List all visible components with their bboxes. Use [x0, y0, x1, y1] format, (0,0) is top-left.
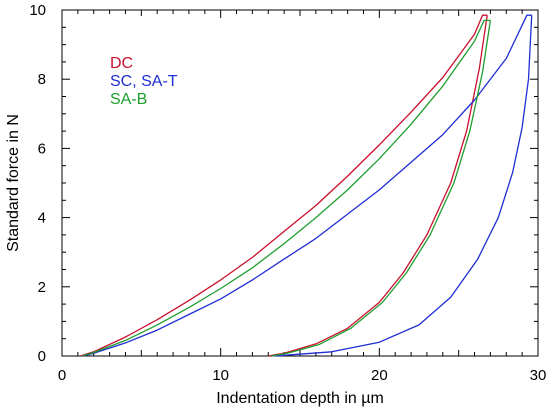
series-2-unloading-curve	[271, 20, 492, 357]
legend-label-sa-b: SA-B	[110, 91, 147, 108]
y-axis-label: Standard force in N	[5, 114, 22, 252]
x-axis-ticks: 0 10 20 30	[58, 10, 547, 384]
y-tick-label: 0	[38, 348, 46, 365]
x-axis-label: Indentation depth in µm	[216, 390, 384, 407]
y-tick-label: 2	[38, 279, 46, 296]
series-1-unloading-curve	[271, 15, 533, 357]
y-tick-label: 6	[38, 140, 46, 157]
y-tick-label: 8	[38, 71, 46, 88]
x-tick-label: 10	[212, 367, 229, 384]
series-0-loading-curve	[80, 14, 488, 357]
series-2-loading-curve	[82, 19, 491, 357]
y-axis-ticks: 0 2 4 6 8 10	[29, 2, 538, 365]
x-tick-label: 0	[58, 367, 66, 384]
series-1-loading-curve	[84, 14, 532, 357]
series-0-unloading-curve	[268, 15, 488, 357]
y-tick-label: 4	[38, 210, 46, 227]
curves	[80, 14, 533, 357]
x-tick-label: 30	[530, 367, 547, 384]
legend-label-dc: DC	[110, 55, 133, 72]
plot-frame	[61, 9, 539, 357]
y-tick-label: 10	[29, 2, 46, 19]
x-tick-label: 20	[371, 367, 388, 384]
legend: DC SC, SA-T SA-B	[110, 55, 178, 108]
legend-label-sc-sa-t: SC, SA-T	[110, 73, 178, 90]
